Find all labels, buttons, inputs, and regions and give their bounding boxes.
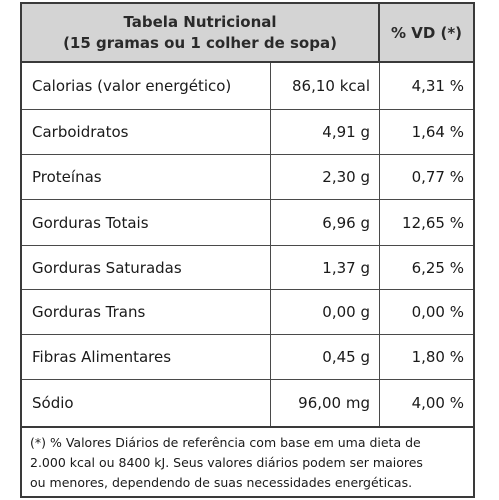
table-title-line2: (15 gramas ou 1 colher de sopa) <box>63 33 337 52</box>
table-row-proteinas: Proteínas 2,30 g 0,77 % <box>22 155 473 200</box>
nutrient-vd: 4,31 % <box>411 77 464 95</box>
nutrient-vd: 1,80 % <box>411 348 464 366</box>
nutrient-vd: 1,64 % <box>411 123 464 141</box>
table-title-line1: Tabela Nutricional <box>123 12 277 31</box>
nutrient-vd: 4,00 % <box>411 394 464 412</box>
nutrient-name: Gorduras Trans <box>22 290 271 334</box>
table-row-carboidratos: Carboidratos 4,91 g 1,64 % <box>22 110 473 155</box>
nutrient-vd: 12,65 % <box>402 213 464 232</box>
nutrient-vd: 6,25 % <box>411 258 464 277</box>
nutrient-name: Calorias (valor energético) <box>22 63 271 109</box>
nutrient-amount: 4,91 g <box>271 110 380 154</box>
footnote-line2: 2.000 kcal ou 8400 kJ. Seus valores diár… <box>30 455 423 470</box>
footnote-line1: (*) % Valores Diários de referência com … <box>30 435 421 450</box>
nutrient-amount: 86,10 kcal <box>271 63 380 109</box>
table-title: Tabela Nutricional (15 gramas ou 1 colhe… <box>22 4 380 61</box>
footnote: (*) % Valores Diários de referência com … <box>22 428 473 496</box>
table-row-sodio: Sódio 96,00 mg 4,00 % <box>22 380 473 428</box>
nutrient-name: Fibras Alimentares <box>22 335 271 379</box>
nutrient-name: Proteínas <box>22 155 271 199</box>
nutrient-amount: 0,00 g <box>271 290 380 334</box>
nutrient-amount: 2,30 g <box>271 155 380 199</box>
table-row-gorduras-totais: Gorduras Totais 6,96 g 12,65 % <box>22 200 473 246</box>
nutrient-name: Carboidratos <box>22 110 271 154</box>
table-header: Tabela Nutricional (15 gramas ou 1 colhe… <box>22 4 473 63</box>
footnote-line3: ou menores, dependendo de suas necessida… <box>30 475 413 490</box>
nutrient-name: Gorduras Totais <box>22 200 271 245</box>
table-row-fibras: Fibras Alimentares 0,45 g 1,80 % <box>22 335 473 380</box>
table-row-gorduras-trans: Gorduras Trans 0,00 g 0,00 % <box>22 290 473 335</box>
nutrient-vd: 0,00 % <box>411 303 464 321</box>
table-row-gorduras-saturadas: Gorduras Saturadas 1,37 g 6,25 % <box>22 246 473 290</box>
nutrient-vd: 0,77 % <box>411 168 464 186</box>
nutrient-amount: 6,96 g <box>271 200 380 245</box>
nutrition-table: Tabela Nutricional (15 gramas ou 1 colhe… <box>20 2 475 498</box>
table-row-calorias: Calorias (valor energético) 86,10 kcal 4… <box>22 63 473 110</box>
vd-header: % VD (*) <box>390 23 463 42</box>
nutrient-name: Sódio <box>22 380 271 426</box>
nutrient-amount: 1,37 g <box>271 246 380 289</box>
nutrient-name: Gorduras Saturadas <box>22 246 271 289</box>
nutrient-amount: 0,45 g <box>271 335 380 379</box>
nutrient-amount: 96,00 mg <box>271 380 380 426</box>
